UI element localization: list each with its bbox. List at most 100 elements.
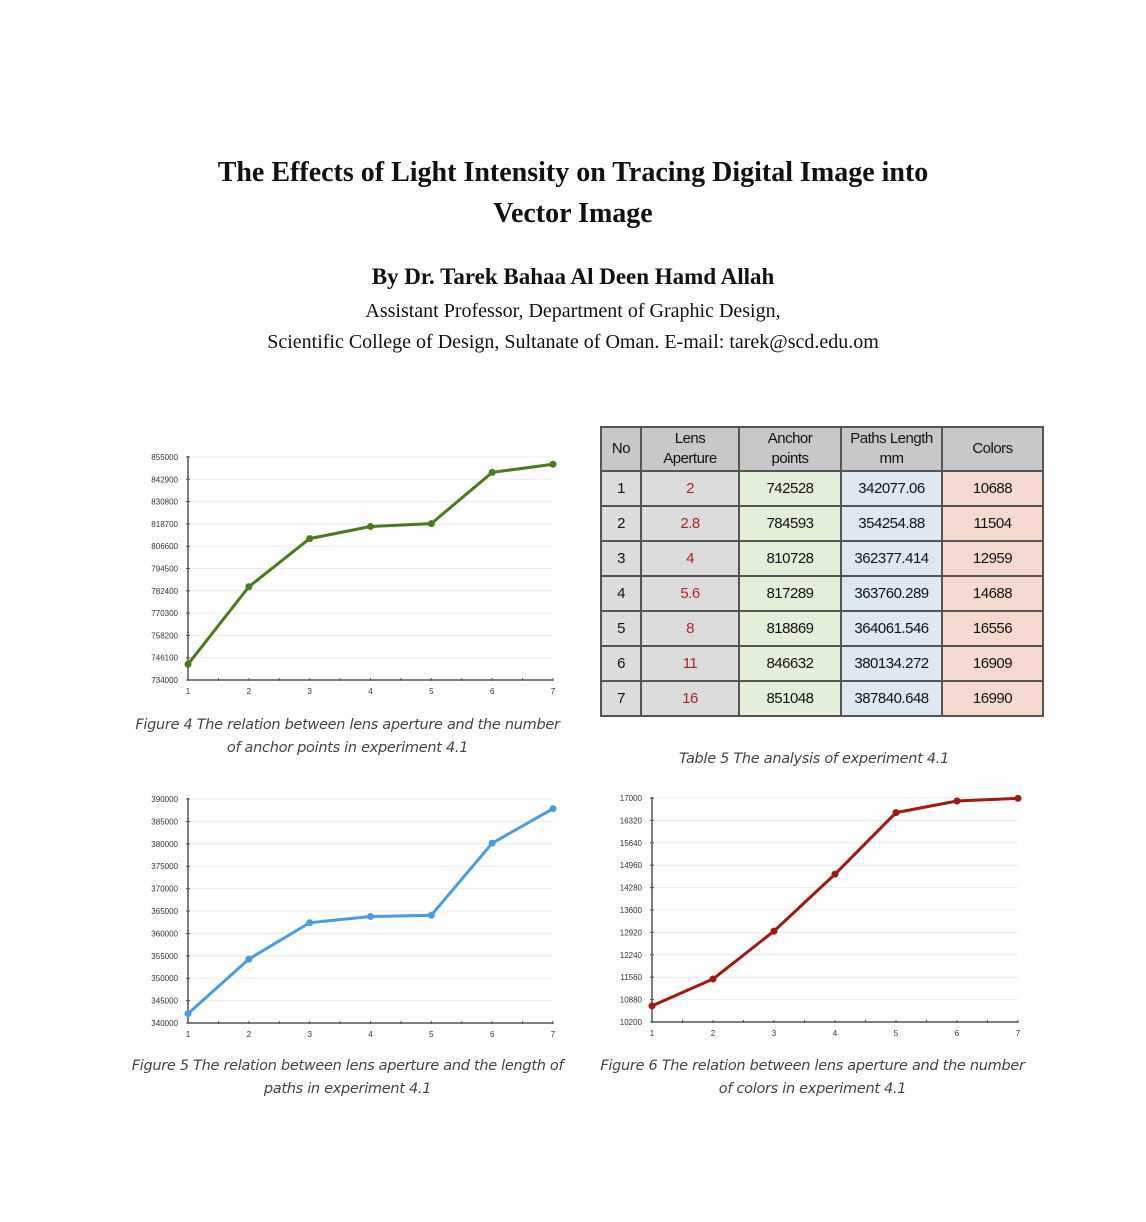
figure-4-chart: 734000 746100 758200 770300 782400 794500 8066… bbox=[130, 445, 570, 705]
cell-anchor-points: 818869 bbox=[738, 610, 842, 647]
figure-5-caption-line-1: Figure 5 The relation between lens apert… bbox=[131, 1058, 564, 1074]
table-row: 3 4 810728 362377.414 12959 bbox=[600, 540, 1044, 577]
data-point bbox=[488, 468, 496, 476]
cell-no: 6 bbox=[600, 645, 642, 682]
figure-4-caption-line-2: of anchor points in experiment 4.1 bbox=[226, 740, 469, 756]
cell-anchor-points: 851048 bbox=[738, 680, 842, 717]
table-row: 2 2.8 784593 354254.88 11504 bbox=[600, 505, 1044, 542]
x-tick-label: 1 bbox=[186, 1030, 191, 1039]
y-tick-label: 770300 bbox=[151, 609, 178, 618]
header-paths-length: Paths Length mm bbox=[840, 426, 943, 472]
cell-colors: 10688 bbox=[941, 470, 1044, 507]
data-point bbox=[245, 955, 253, 963]
cell-paths-length: 362377.414 bbox=[840, 540, 943, 577]
figure-6-caption-line-1: Figure 6 The relation between lens apert… bbox=[600, 1058, 1025, 1074]
cell-no: 5 bbox=[600, 610, 642, 647]
cell-paths-length: 354254.88 bbox=[840, 505, 943, 542]
y-tick-label: 10880 bbox=[620, 996, 643, 1005]
cell-anchor-points: 817289 bbox=[738, 575, 842, 612]
figure-5-caption: Figure 5 The relation between lens apert… bbox=[115, 1055, 580, 1101]
header-no: No bbox=[600, 426, 642, 472]
header-lens-aperture: Lens Aperture bbox=[640, 426, 740, 472]
y-tick-label: 13600 bbox=[620, 906, 643, 915]
analysis-table: No Lens Aperture Anchor points Paths Lengt… bbox=[600, 426, 1044, 717]
data-point bbox=[367, 523, 374, 531]
table-5-caption: Table 5 The analysis of experiment 4.1 bbox=[678, 751, 950, 767]
y-tick-label: 16320 bbox=[620, 816, 643, 825]
paper-title: The Effects of Light Intensity on Tracin… bbox=[0, 152, 1146, 234]
data-point bbox=[892, 809, 900, 817]
y-tick-label: 14280 bbox=[620, 884, 643, 893]
x-tick-label: 4 bbox=[833, 1029, 838, 1038]
x-tick-label: 2 bbox=[247, 687, 252, 696]
y-tick-label: 746100 bbox=[151, 654, 178, 663]
x-tick-label: 1 bbox=[186, 687, 191, 696]
cell-colors: 14688 bbox=[941, 575, 1044, 612]
data-point bbox=[1014, 794, 1022, 802]
table-row: 5 8 818869 364061.546 16556 bbox=[600, 610, 1044, 647]
data-point bbox=[184, 1010, 192, 1018]
figure-4-svg: 734000 746100 758200 770300 782400 794500 8066… bbox=[151, 453, 557, 696]
figure-5-chart: 340000 345000 350000 355000 360000 365000 3700… bbox=[130, 787, 570, 1047]
data-point bbox=[367, 913, 374, 921]
y-tick-label: 340000 bbox=[151, 1019, 178, 1028]
cell-lens-aperture: 4 bbox=[640, 540, 740, 577]
figure-5-svg: 340000 345000 350000 355000 360000 365000 3700… bbox=[151, 795, 557, 1039]
x-tick-label: 7 bbox=[551, 687, 556, 696]
header-colors: Colors bbox=[941, 426, 1044, 472]
y-tick-label: 365000 bbox=[151, 907, 178, 916]
cell-lens-aperture: 2 bbox=[640, 470, 740, 507]
cell-paths-length: 363760.289 bbox=[840, 575, 943, 612]
y-tick-label: 734000 bbox=[151, 676, 178, 685]
cell-colors: 12959 bbox=[941, 540, 1044, 577]
y-tick-label: 345000 bbox=[151, 997, 178, 1006]
cell-colors: 16909 bbox=[941, 645, 1044, 682]
figure-6-caption: Figure 6 The relation between lens apert… bbox=[585, 1055, 1040, 1101]
x-tick-label: 3 bbox=[307, 1030, 312, 1039]
y-tick-label: 855000 bbox=[151, 453, 178, 462]
y-tick-label: 11560 bbox=[620, 973, 642, 982]
data-line bbox=[651, 796, 1019, 1008]
figure-4-caption: Figure 4 The relation between lens apert… bbox=[115, 714, 580, 760]
cell-lens-aperture: 16 bbox=[640, 680, 740, 717]
header-anchor-points: Anchor points bbox=[738, 426, 842, 472]
affiliation-line-1: Assistant Professor, Department of Graph… bbox=[365, 300, 781, 322]
data-point bbox=[245, 583, 253, 591]
cell-anchor-points: 846632 bbox=[738, 645, 842, 682]
y-tick-label: 12920 bbox=[620, 928, 643, 937]
cell-no: 7 bbox=[600, 680, 642, 717]
author-name: By Dr. Tarek Bahaa Al Deen Hamd Allah bbox=[371, 264, 775, 289]
affiliation-line-2: Scientific College of Design, Sultanate … bbox=[267, 331, 879, 353]
cell-anchor-points: 742528 bbox=[738, 470, 842, 507]
x-tick-label: 2 bbox=[247, 1030, 252, 1039]
cell-anchor-points: 784593 bbox=[738, 505, 842, 542]
figure-4-caption-line-1: Figure 4 The relation between lens apert… bbox=[135, 717, 560, 733]
data-point bbox=[427, 911, 435, 919]
y-tick-label: 782400 bbox=[151, 587, 178, 596]
x-tick-label: 7 bbox=[551, 1030, 556, 1039]
y-tick-label: 355000 bbox=[151, 952, 178, 961]
y-tick-label: 390000 bbox=[151, 795, 178, 804]
y-tick-label: 15640 bbox=[620, 839, 643, 848]
figure-5-caption-line-2: paths in experiment 4.1 bbox=[263, 1081, 432, 1097]
cell-paths-length: 387840.648 bbox=[840, 680, 943, 717]
data-point bbox=[427, 520, 435, 528]
table-row: 6 11 846632 380134.272 16909 bbox=[600, 645, 1044, 682]
cell-lens-aperture: 2.8 bbox=[640, 505, 740, 542]
x-tick-label: 5 bbox=[894, 1029, 899, 1038]
y-tick-label: 10200 bbox=[620, 1018, 643, 1027]
x-tick-label: 4 bbox=[368, 687, 373, 696]
figure-6-caption-line-2: of colors in experiment 4.1 bbox=[718, 1081, 907, 1097]
data-point bbox=[306, 919, 314, 927]
cell-paths-length: 342077.06 bbox=[840, 470, 943, 507]
x-tick-label: 6 bbox=[490, 687, 495, 696]
cell-colors: 16556 bbox=[941, 610, 1044, 647]
data-point bbox=[953, 797, 961, 805]
figure-6-chart: 10200 10880 11560 12240 12920 13600 14280 14960… bbox=[595, 786, 1035, 1046]
cell-lens-aperture: 5.6 bbox=[640, 575, 740, 612]
y-tick-label: 758200 bbox=[151, 631, 178, 640]
cell-paths-length: 364061.546 bbox=[840, 610, 943, 647]
data-point bbox=[770, 927, 778, 935]
y-tick-label: 14960 bbox=[620, 861, 643, 870]
table-row: 7 16 851048 387840.648 16990 bbox=[600, 680, 1044, 717]
